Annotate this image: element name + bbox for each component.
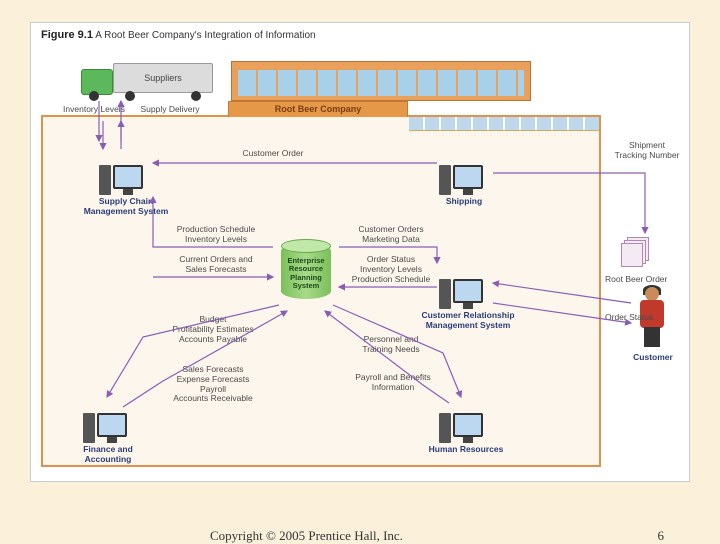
slide-canvas: Figure 9.1 A Root Beer Company's Integra… [30,22,690,482]
pc-crm [439,265,485,309]
label-customer: Customer [625,353,681,363]
label-budget: BudgetProfitability EstimatesAccounts Pa… [153,315,273,344]
label-shipping: Shipping [439,197,489,207]
label-hr: Human Resources [421,445,511,455]
label-orderstatus: Order Status [605,313,681,323]
label-order-inv: Order StatusInventory LevelsProduction S… [343,255,439,284]
label-payroll: Payroll and BenefitsInformation [343,373,443,393]
pc-hr [439,399,485,443]
label-scm: Supply ChainManagement System [79,197,173,217]
suppliers-truck: Suppliers [81,59,221,101]
figure-header: Figure 9.1 A Root Beer Company's Integra… [41,29,316,41]
figure-number: Figure 9.1 [41,29,93,41]
pc-finance [83,399,129,443]
figure-title: A Root Beer Company's Integration of Inf… [95,30,315,41]
label-personnel: Personnel andTraining Needs [343,335,439,355]
page-number: 6 [658,528,665,544]
label-erp: EnterpriseResourcePlanningSystem [275,257,337,290]
label-salesfc: Sales ForecastsExpense ForecastsPayrollA… [153,365,273,404]
label-curr-orders: Current Orders andSales Forecasts [161,255,271,275]
label-finance: Finance andAccounting [73,445,143,465]
building-stripe [409,117,599,131]
company-box: Root Beer Company Supply ChainManagement… [41,115,601,467]
suppliers-label: Suppliers [113,63,213,93]
pc-shipping [439,151,485,195]
label-rborder: Root Beer Order [605,275,681,285]
label-cust-order: Customer Order [213,149,333,159]
erp-cylinder: EnterpriseResourcePlanningSystem [275,235,337,305]
docs-icon [621,237,653,267]
company-tab: Root Beer Company [228,101,408,117]
label-shiptrack: ShipmentTracking Number [607,141,687,161]
label-prod-sched: Production ScheduleInventory Levels [161,225,271,245]
label-cust-mkt: Customer OrdersMarketing Data [343,225,439,245]
building-graphic [231,61,531,101]
pc-scm [99,151,145,195]
copyright: Copyright © 2005 Prentice Hall, Inc. [210,528,403,544]
label-crm: Customer RelationshipManagement System [413,311,523,331]
